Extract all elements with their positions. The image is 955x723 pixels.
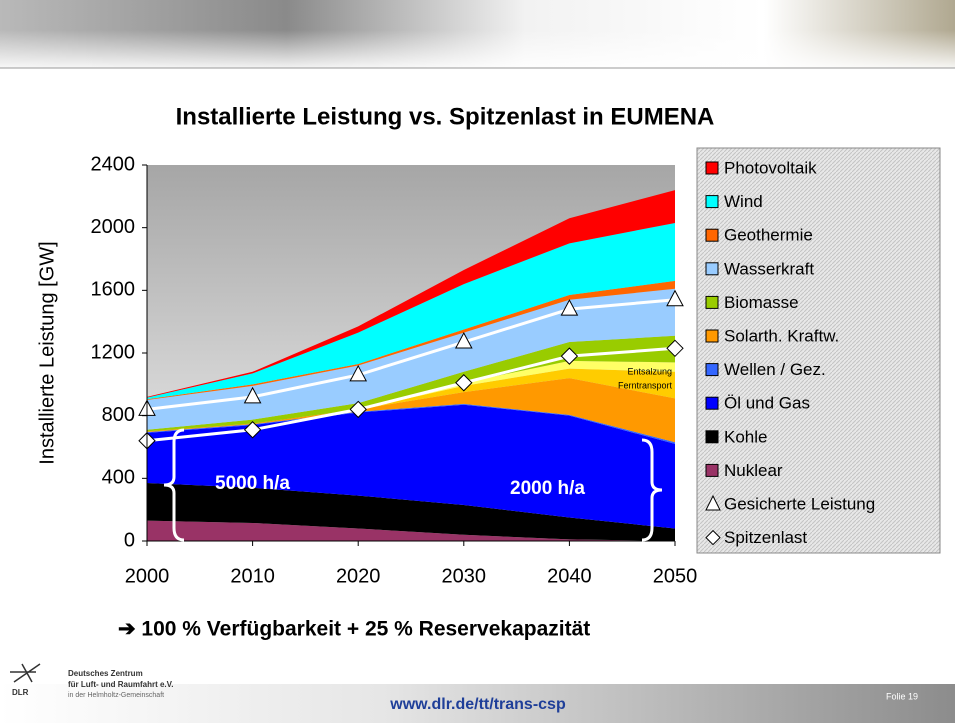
statement: ➔ 100 % Verfügbarkeit + 25 % Reservekapa… — [118, 618, 590, 641]
marker — [666, 289, 684, 307]
chart-title: Installierte Leistung vs. Spitzenlast in… — [176, 103, 715, 130]
area — [147, 280, 675, 400]
annotation: 2000 h/a — [510, 478, 585, 499]
legend-label: Photovoltaik — [724, 158, 817, 177]
area — [147, 378, 675, 443]
legend-swatch — [705, 463, 719, 477]
marker — [349, 364, 368, 382]
brace — [163, 428, 185, 542]
area — [147, 520, 675, 541]
legend-label: Öl und Gas — [724, 394, 810, 413]
header-fade — [0, 30, 955, 68]
legend-label: Solarth. Kraftw. — [724, 326, 839, 345]
legend-swatch — [705, 195, 719, 209]
legend: Photovoltaik Wind Geothermie Wasserkraft Bio… — [705, 158, 875, 547]
legend-swatch — [705, 396, 719, 410]
x-tick-label: 2010 — [230, 565, 275, 587]
legend-marker — [705, 494, 721, 511]
dlr-logo — [10, 663, 41, 683]
area — [147, 222, 675, 400]
plot: 0 400 800 1200 1600 2000 2400 2000 2010 2020 2030 2… — [91, 153, 698, 587]
marker — [666, 339, 684, 358]
legend-label: Wellen / Gez. — [724, 360, 826, 379]
legend-label: Nuklear — [724, 461, 783, 480]
brace — [641, 438, 663, 542]
area — [147, 404, 675, 529]
x-tick-label: 2020 — [336, 565, 381, 587]
y-tick-label: 0 — [124, 529, 135, 551]
org-line: Deutsches Zentrum — [68, 669, 143, 678]
legend-swatch — [705, 329, 719, 343]
series-annotation: Ferntransport — [618, 380, 673, 390]
x-tick-label: 2050 — [653, 565, 698, 587]
area — [147, 335, 675, 432]
footer-bar — [0, 684, 955, 723]
marker — [454, 331, 473, 349]
y-tick-label: 1600 — [91, 279, 136, 301]
marker — [560, 299, 579, 316]
org-line: für Luft- und Raumfahrt e.V. — [68, 680, 173, 689]
legend-swatch — [705, 295, 719, 309]
legend-swatch — [705, 262, 719, 276]
legend-label: Gesicherte Leistung — [724, 494, 875, 513]
legend-swatch — [705, 161, 719, 175]
y-tick-label: 2000 — [91, 216, 136, 238]
legend-marker — [705, 529, 721, 546]
legend-label: Biomasse — [724, 293, 799, 312]
x-tick-label: 2030 — [442, 565, 487, 587]
logo-text: DLR — [12, 688, 29, 697]
legend-swatch — [705, 430, 719, 444]
area — [147, 483, 675, 541]
y-tick-label: 2400 — [91, 153, 136, 175]
x-tick-label: 2040 — [547, 565, 592, 587]
slide-number: Folie 19 — [886, 691, 918, 701]
marker — [243, 421, 262, 439]
y-axis-label: Installierte Leistung [GW] — [36, 241, 58, 464]
y-tick-label: 1200 — [91, 341, 136, 363]
x-tick-label: 2000 — [125, 565, 170, 587]
marker — [243, 386, 262, 404]
footer-url[interactable]: www.dlr.de/tt/trans-csp — [389, 696, 566, 713]
legend-label: Kohle — [724, 427, 767, 446]
marker — [455, 374, 473, 392]
area — [147, 190, 675, 398]
org-line: in der Helmholtz-Gemeinschaft — [68, 692, 164, 699]
legend-swatch — [705, 228, 719, 242]
legend-label: Wasserkraft — [724, 259, 814, 278]
legend-box — [696, 147, 941, 554]
legend-swatch — [705, 363, 719, 377]
legend-label: Geothermie — [724, 226, 813, 245]
y-tick-label: 400 — [102, 467, 135, 489]
legend-label: Spitzenlast — [724, 528, 807, 547]
series-annotation: Entsalzung — [627, 366, 672, 376]
line — [146, 298, 676, 411]
legend-label: Wind — [724, 192, 763, 211]
marker — [560, 347, 579, 365]
y-tick-label: 800 — [102, 404, 135, 426]
line — [146, 346, 676, 443]
annotation: 5000 h/a — [215, 473, 290, 494]
area — [147, 368, 675, 432]
marker — [349, 400, 367, 419]
